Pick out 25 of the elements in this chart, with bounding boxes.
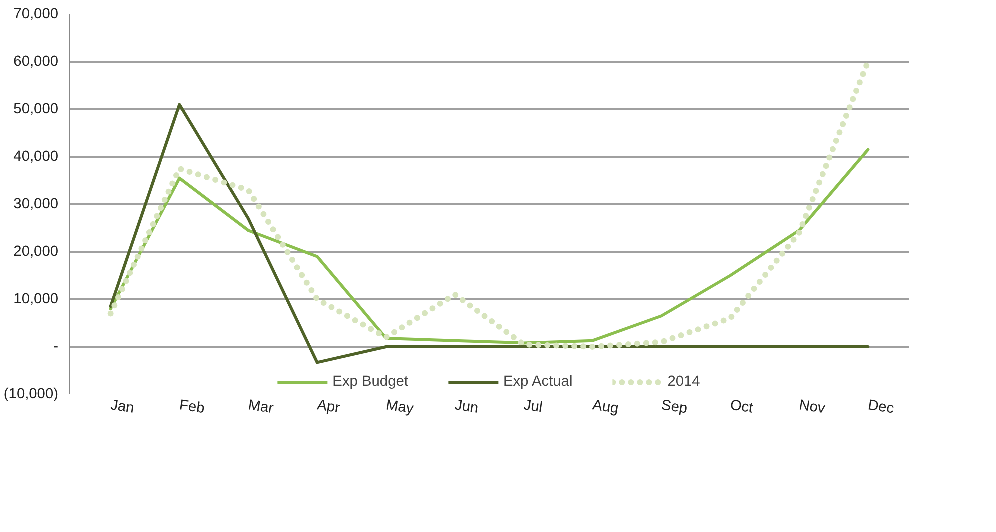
x-tick-label: Jul — [522, 398, 544, 416]
y-tick-label: - — [54, 339, 59, 355]
x-tick-label: Apr — [316, 398, 342, 417]
y-tick-label: 50,000 — [14, 102, 58, 118]
y-tick-label: 60,000 — [14, 54, 58, 70]
legend-label: Exp Actual — [503, 374, 573, 390]
y-tick-label: 70,000 — [14, 6, 58, 22]
legend-label: Exp Budget — [332, 374, 408, 390]
x-tick-label: Oct — [729, 398, 754, 417]
y-tick-label: 20,000 — [14, 244, 58, 260]
x-tick-label: Dec — [866, 398, 896, 418]
x-tick-label: Nov — [798, 398, 827, 418]
y-tick-label: 30,000 — [14, 196, 58, 212]
y-tick-label: (10,000) — [4, 386, 59, 402]
y-tick-label: 10,000 — [14, 292, 58, 308]
x-tick-label: Jun — [454, 398, 480, 417]
x-tick-label: Jan — [110, 398, 136, 417]
y-tick-label: 40,000 — [14, 149, 58, 165]
x-tick-label: May — [385, 398, 416, 418]
x-tick-label: Aug — [592, 398, 620, 418]
legend-label: 2014 — [668, 374, 700, 390]
x-tick-label: Sep — [660, 398, 689, 418]
x-tick-label: Feb — [178, 398, 206, 418]
x-tick-label: Mar — [247, 398, 275, 418]
line-series — [109, 103, 870, 364]
